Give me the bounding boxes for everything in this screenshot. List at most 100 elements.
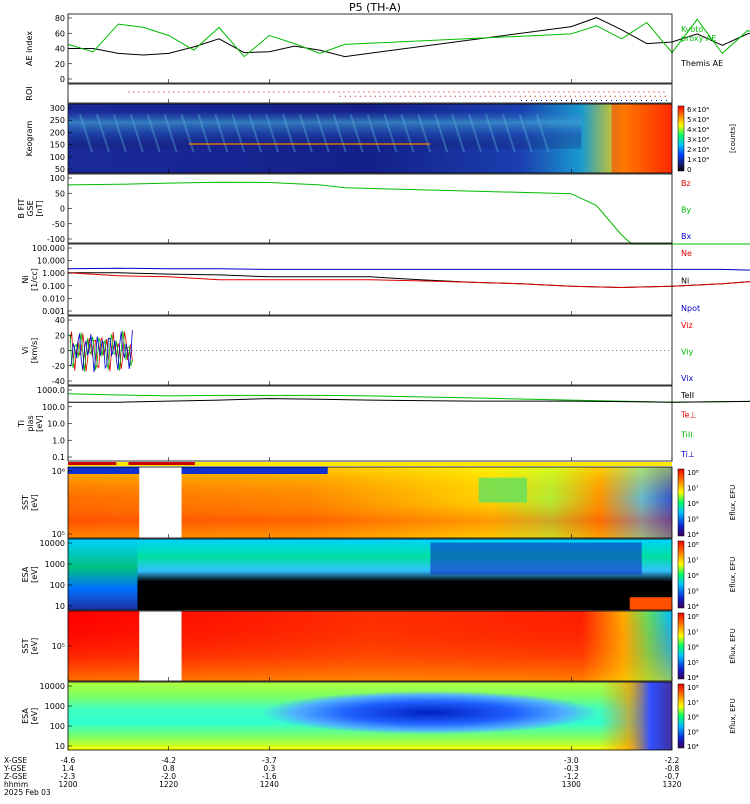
panel-frame-roi — [67, 83, 673, 104]
ytick-esai: 100 — [50, 722, 65, 731]
series-ne — [67, 272, 750, 289]
series-ni — [68, 272, 750, 289]
colorbar-esai — [677, 683, 685, 749]
keogram-bright-region — [611, 104, 672, 173]
ytick-velocity: 20 — [55, 331, 65, 340]
xaxis-row-label: 2025 Feb 03 — [4, 788, 51, 797]
esa-ion-late — [599, 682, 672, 750]
colorbar-tick-keogram: 6×10⁴ — [687, 106, 709, 114]
keogram-streak — [180, 114, 195, 153]
ylabel-velocity: Vi — [21, 347, 30, 355]
legend-ae: Themis AE — [680, 59, 723, 68]
colorbar-tick-keogram: 1×10⁴ — [687, 156, 709, 164]
keogram-streak — [96, 114, 110, 153]
sst-ion-data-gap — [139, 611, 182, 681]
ytick-bfield: 0 — [60, 205, 65, 214]
keogram-streak — [163, 114, 178, 153]
colorbar-tick-ssti: 10⁵ — [687, 659, 699, 667]
ytick-ae: 80 — [55, 14, 65, 23]
colorbar-tick-esai: 10⁶ — [687, 714, 699, 722]
xaxis-row-label: hhmm — [4, 780, 28, 789]
esa-electron-low-flux — [430, 542, 642, 575]
keogram-streak — [501, 114, 516, 153]
keogram-streak — [112, 114, 127, 153]
keogram-streak — [434, 114, 449, 153]
ytick-keogram: 100 — [50, 153, 65, 162]
legend-velocity: Vix — [681, 374, 694, 383]
colorbar-tick-esae: 10⁶ — [687, 572, 699, 580]
xaxis-row-label: X-GSE — [4, 756, 27, 765]
keogram-streak — [468, 114, 483, 153]
xaxis-row-label: Y-GSE — [3, 764, 26, 773]
colorbar-tick-keogram: 2×10⁴ — [687, 146, 709, 154]
ytick-temp: 1000.0 — [37, 386, 65, 395]
xaxis-tick-y: 0.3 — [263, 764, 275, 773]
keogram-streak — [349, 114, 364, 153]
ytick-esae: 1000 — [45, 560, 65, 569]
colorbar-tick-esai: 10⁴ — [687, 743, 699, 751]
colorbar-tick-keogram: 4×10⁴ — [687, 126, 709, 134]
sst-electron-green-patch — [478, 477, 528, 503]
keogram-streak — [231, 114, 246, 153]
legend-velocity: Viy — [681, 348, 694, 357]
legend-bfield: Bx — [681, 232, 691, 241]
colorbar-tick-esae: 10⁴ — [687, 603, 699, 611]
ytick-esae: 10000 — [40, 539, 65, 548]
series-by — [67, 181, 750, 245]
ylabel-sste: SST — [21, 495, 30, 510]
colorbar-tick-ssti: 10⁴ — [687, 674, 699, 682]
esa-ion-low-flux-region — [261, 690, 600, 735]
panel-frame-ae — [67, 13, 673, 84]
ytick-temp: 0.1 — [52, 453, 65, 462]
ytick-density: 100.000 — [32, 244, 65, 253]
legend-density: Ni — [681, 277, 689, 286]
ytick-bfield: -50 — [52, 220, 65, 229]
ytick-ae: 60 — [55, 29, 65, 38]
legend-velocity: Viz — [681, 321, 693, 330]
legend-density: Ne — [681, 249, 692, 258]
ylabel-esai: [eV] — [30, 708, 39, 725]
status-bar-red — [128, 462, 195, 465]
xaxis-tick-y: 1.4 — [62, 764, 74, 773]
colorbar-label-sste: Eflux, EFU — [729, 485, 737, 520]
ytick-ae: 0 — [60, 75, 65, 84]
legend-bfield: By — [681, 206, 691, 215]
ytick-keogram: 150 — [50, 141, 65, 150]
colorbar-tick-esae: 10⁵ — [687, 588, 699, 596]
series-kyoto-proxy-ae — [67, 18, 750, 58]
ytick-esae: 100 — [50, 581, 65, 590]
panel-frame-temp — [67, 385, 673, 462]
ylabel-temp: plas — [26, 415, 35, 431]
ylabel-density: Ni — [21, 275, 30, 283]
ytick-keogram: 200 — [50, 128, 65, 137]
ytick-temp: 1.0 — [52, 436, 65, 445]
ytick-keogram: 50 — [55, 165, 65, 174]
xaxis-tick-hhmm: 1200 — [58, 780, 77, 789]
panel-frame-keogram — [67, 103, 673, 174]
status-bar-yellow — [68, 462, 672, 466]
panel-frame-esai — [67, 681, 673, 751]
sst-electron-data-gap — [139, 467, 182, 538]
xaxis-tick-x: -4.2 — [161, 756, 176, 765]
ylabel-roi: ROI — [25, 86, 34, 100]
ytick-velocity: -20 — [52, 362, 65, 371]
colorbar-sste — [677, 468, 685, 537]
colorbar-ssti — [677, 612, 685, 680]
colorbar-tick-sste: 10⁷ — [687, 485, 699, 493]
ylabel-ssti: [eV] — [30, 638, 39, 655]
colorbar-tick-sste: 10⁴ — [687, 531, 699, 539]
colorbar-tick-esai: 10⁷ — [687, 699, 699, 707]
xaxis-tick-x: -3.0 — [564, 756, 579, 765]
xaxis-row-label: Z-GSE — [4, 772, 28, 781]
data-lines — [67, 17, 750, 403]
panel-frame-esae — [67, 538, 673, 611]
ylabel-ae: AE index — [25, 31, 34, 66]
colorbar-tick-ssti: 10⁷ — [687, 628, 699, 636]
ylabel-bfield: [nT] — [35, 200, 44, 216]
keogram-streak — [282, 114, 296, 153]
legend-temp: Ti⊥ — [680, 450, 695, 459]
colorbar-label-ssti: Eflux, EFU — [729, 628, 737, 663]
colorbar-tick-sste: 10⁵ — [687, 516, 699, 524]
ylabel-esae: ESA — [21, 566, 30, 582]
legend-temp: Te⊥ — [680, 411, 696, 420]
